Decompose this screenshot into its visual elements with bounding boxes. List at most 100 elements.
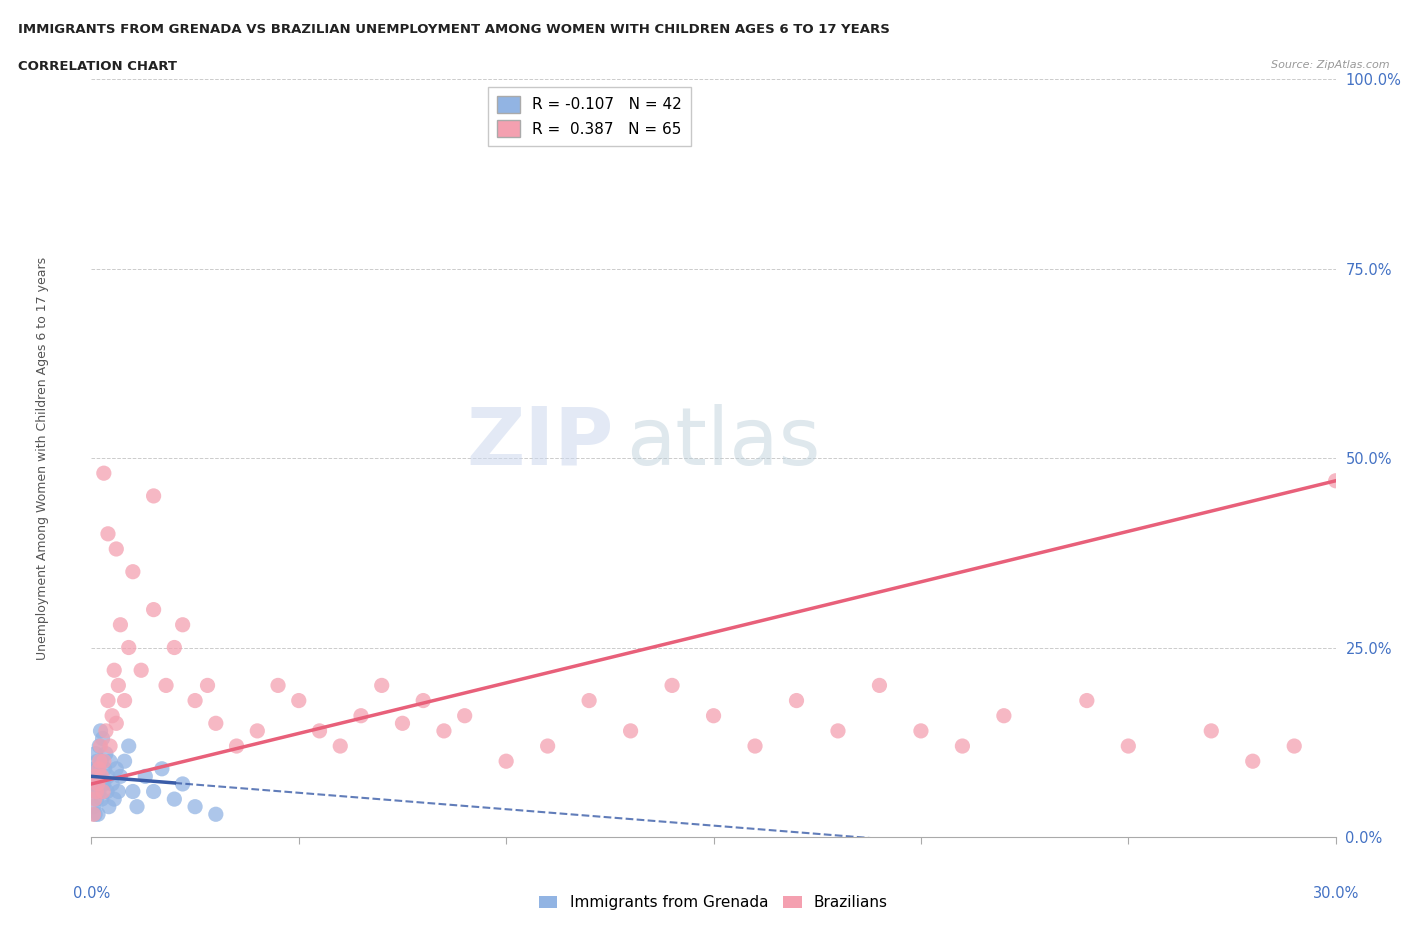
Point [827,724,849,738]
Point [702,709,725,724]
Point [453,709,475,724]
Point [412,693,434,708]
Point [205,716,228,731]
Point [184,799,207,814]
Point [93,753,115,768]
Point [90,753,112,768]
Point [98,753,121,768]
Point [163,640,186,655]
Point [105,716,128,731]
Point [89,738,111,753]
Point [950,738,973,753]
Point [661,678,683,693]
Point [86,791,108,806]
Point [371,678,394,693]
Point [184,693,207,708]
Point [97,799,120,814]
Point [578,693,600,708]
Point [87,807,110,822]
Point [110,769,132,784]
Y-axis label: Unemployment Among Women with Children Ages 6 to 17 years: Unemployment Among Women with Children A… [37,257,49,659]
Point [114,693,136,708]
Point [1118,738,1140,753]
Point [142,784,165,799]
Point [84,746,107,761]
Point [197,678,219,693]
Point [1201,724,1223,738]
Point [308,724,330,738]
Point [869,678,891,693]
Point [142,488,165,503]
Point [107,678,129,693]
Point [84,769,107,784]
Point [87,784,110,799]
Point [89,724,111,738]
Point [83,777,105,791]
Point [225,738,247,753]
Point [90,791,112,806]
Point [86,753,108,768]
Point [84,784,107,799]
Point [910,724,932,738]
Point [86,777,108,791]
Point [785,693,807,708]
Point [87,762,110,777]
Point [105,541,128,556]
Point [172,777,194,791]
Point [495,753,517,768]
Point [150,762,173,777]
Point [94,746,117,761]
Point [97,693,120,708]
Point [82,807,104,822]
Point [103,663,125,678]
Point [105,762,128,777]
Point [118,640,141,655]
Point [101,777,124,791]
Point [93,762,115,777]
Point [134,769,156,784]
Text: atlas: atlas [627,404,821,482]
Point [93,777,115,791]
Point [83,762,105,777]
Point [267,678,290,693]
Point [93,466,115,481]
Text: CORRELATION CHART: CORRELATION CHART [18,60,177,73]
Point [1241,753,1264,768]
Point [433,724,456,738]
Point [90,769,112,784]
Point [155,678,177,693]
Point [87,762,110,777]
Point [97,526,120,541]
Point [84,807,107,822]
Point [114,753,136,768]
Point [172,618,194,632]
Point [121,565,145,579]
Point [97,769,120,784]
Point [619,724,641,738]
Point [1076,693,1098,708]
Point [125,799,148,814]
Point [329,738,352,753]
Text: 0.0%: 0.0% [73,886,110,901]
Text: Source: ZipAtlas.com: Source: ZipAtlas.com [1271,60,1389,71]
Point [86,769,108,784]
Text: ZIP: ZIP [467,404,614,482]
Point [1282,738,1305,753]
Point [246,724,269,738]
Point [163,791,186,806]
Point [101,709,124,724]
Point [83,791,105,806]
Point [89,738,111,753]
Point [391,716,413,731]
Point [89,769,111,784]
Point [103,791,125,806]
Point [86,777,108,791]
Point [86,784,108,799]
Point [98,738,121,753]
Point [110,618,132,632]
Point [536,738,558,753]
Legend: Immigrants from Grenada, Brazilians: Immigrants from Grenada, Brazilians [533,889,894,917]
Point [287,693,309,708]
Point [1324,473,1347,488]
Point [993,709,1015,724]
